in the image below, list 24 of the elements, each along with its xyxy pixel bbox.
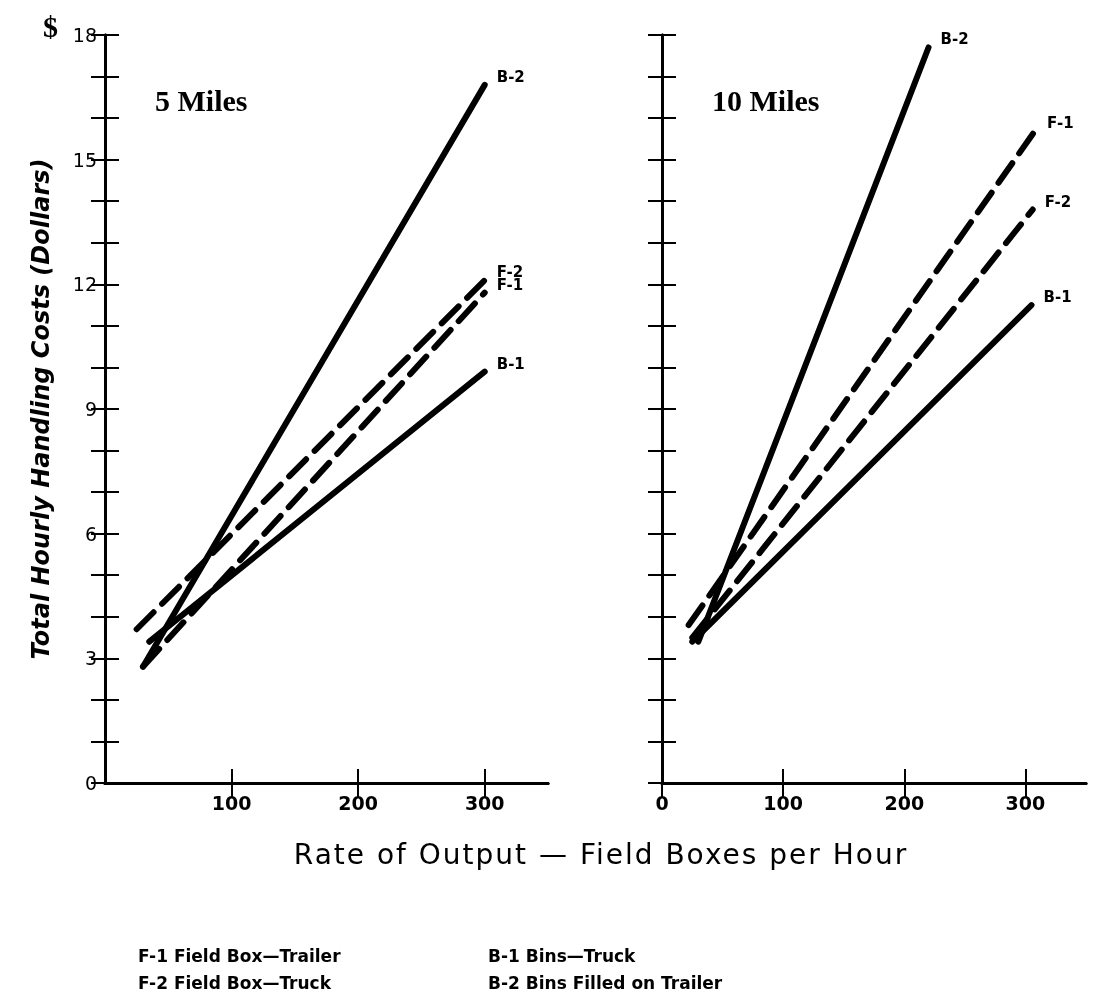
x-tick-label: 300 [464, 791, 505, 814]
text: B-1 Bins—Truck [488, 945, 637, 968]
series-label: F-2 [1044, 192, 1072, 211]
text: F-1 Field Box—Trailer [138, 945, 342, 968]
series-label: B-1 [1043, 288, 1072, 307]
x-tick-label: 0 [655, 791, 669, 814]
series-label: B-1 [496, 354, 525, 373]
series-label: F-1 [1047, 113, 1074, 132]
text: B-2 Bins Filled on Trailer [488, 972, 724, 995]
text: 10 Miles [712, 83, 820, 117]
y-axis-title: Total Hourly Handling Costs (Dollars) [27, 158, 55, 660]
y-tick-label: 18 [72, 24, 97, 46]
x-tick-label: 200 [338, 791, 378, 814]
x-tick-label: 100 [211, 791, 252, 814]
x-tick-label: 100 [763, 791, 803, 814]
series-label: B-2 [940, 30, 969, 49]
text: 5 Miles [155, 83, 248, 117]
text: $ [43, 9, 58, 43]
x-tick-label: 300 [1005, 791, 1046, 814]
text: F-2 Field Box—Truck [138, 972, 332, 995]
x-tick-label: 200 [884, 791, 925, 814]
series-label: B-2 [496, 67, 525, 86]
y-tick-label: 12 [72, 273, 97, 296]
x-axis-title: Rate of Output — Field Boxes per Hour [292, 838, 910, 871]
